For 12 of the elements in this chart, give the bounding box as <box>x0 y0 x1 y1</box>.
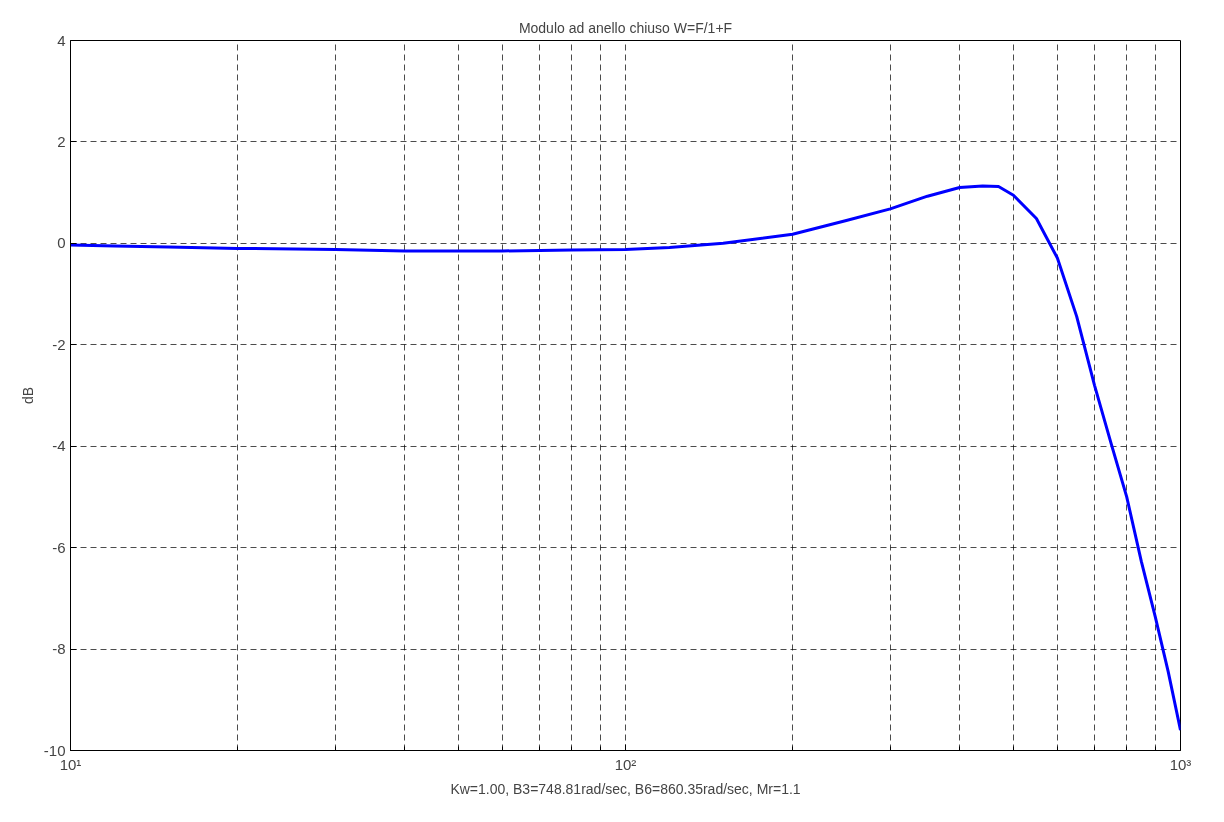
y-tick-label: -6 <box>52 538 66 556</box>
x-tick-label: 10³ <box>1169 755 1192 773</box>
x-tick-label: 10² <box>614 755 637 773</box>
x-axis-title: Kw=1.00, B3=748.81rad/sec, B6=860.35rad/sec, Mr=1.1 <box>450 780 801 797</box>
y-tick-label: -8 <box>52 640 66 658</box>
y-tick-label: 0 <box>57 234 66 252</box>
y-tick-label: -4 <box>52 437 66 455</box>
y-axis-title: dB <box>19 386 36 405</box>
y-tick-label: 2 <box>57 132 66 150</box>
y-tick-label: 4 <box>57 31 66 49</box>
chart-title: Modulo ad anello chiuso W=F/1+F <box>518 19 733 36</box>
y-tick-label: -2 <box>52 335 66 353</box>
